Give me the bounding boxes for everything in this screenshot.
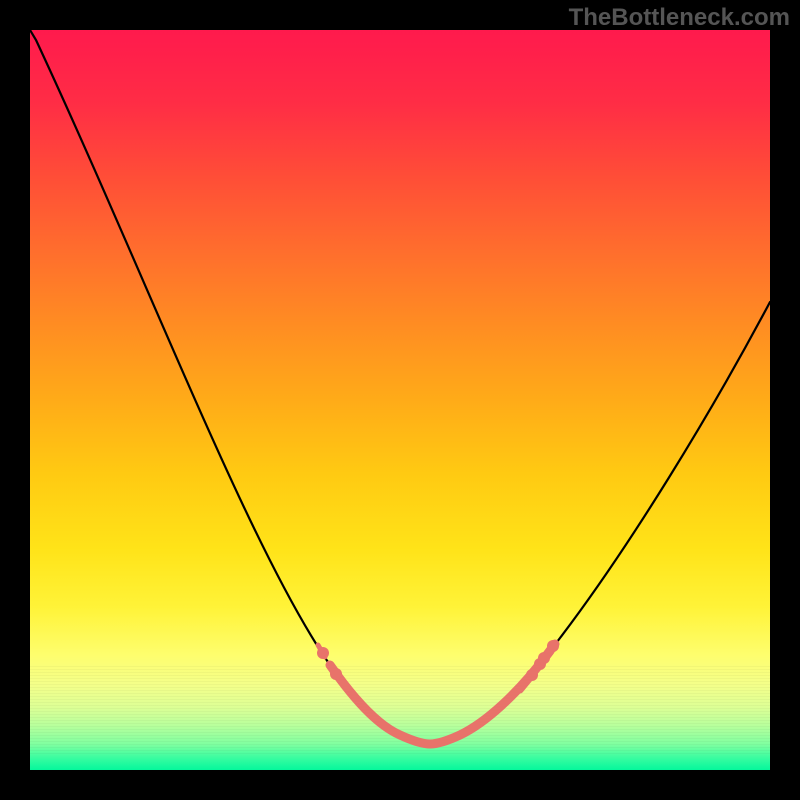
gradient-background (30, 30, 770, 770)
chart-container: TheBottleneck.com (0, 0, 800, 800)
watermark-text: TheBottleneck.com (569, 4, 790, 32)
plot-area (30, 30, 770, 770)
plot-svg (30, 30, 770, 770)
